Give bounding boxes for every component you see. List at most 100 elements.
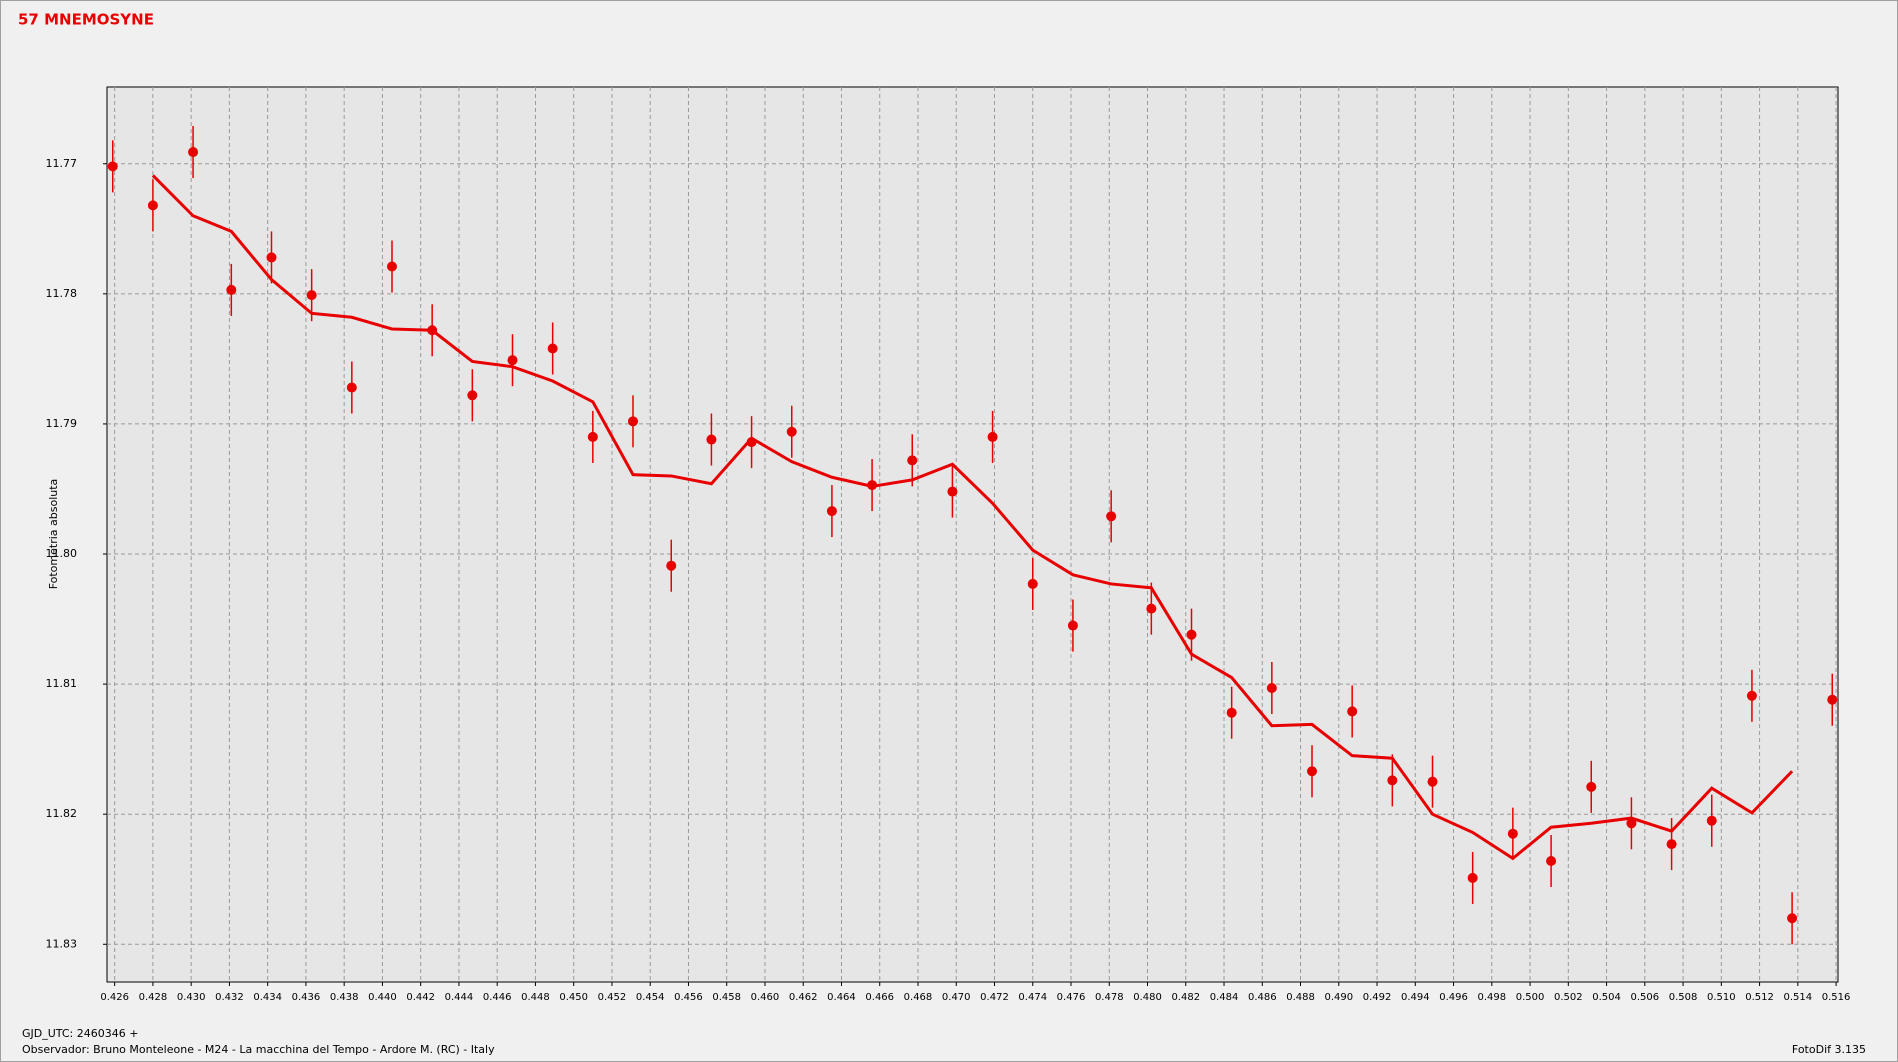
x-tick-label: 0.476 — [1057, 992, 1086, 1003]
data-point — [1706, 815, 1717, 826]
data-point — [1307, 766, 1318, 777]
data-point — [1586, 781, 1597, 792]
data-point — [188, 147, 199, 158]
x-tick-label: 0.494 — [1401, 992, 1430, 1003]
x-tick-label: 0.502 — [1554, 992, 1583, 1003]
x-tick-label: 0.430 — [177, 992, 206, 1003]
x-tick-label: 0.478 — [1095, 992, 1124, 1003]
data-point — [1106, 511, 1117, 522]
data-point — [386, 261, 397, 272]
data-point — [1626, 818, 1637, 829]
x-tick-label: 0.438 — [330, 992, 359, 1003]
x-tick-label: 0.436 — [292, 992, 321, 1003]
data-point — [1507, 828, 1518, 839]
x-tick-label: 0.482 — [1171, 992, 1200, 1003]
chart-title: 57 MNEMOSYNE — [18, 11, 154, 29]
x-tick-label: 0.470 — [942, 992, 971, 1003]
x-tick-label: 0.464 — [827, 992, 856, 1003]
data-point — [306, 290, 317, 301]
x-tick-label: 0.504 — [1592, 992, 1621, 1003]
x-tick-label: 0.462 — [789, 992, 818, 1003]
data-point — [1146, 603, 1157, 614]
x-tick-label: 0.492 — [1363, 992, 1392, 1003]
x-tick-label: 0.442 — [406, 992, 435, 1003]
x-tick-label: 0.496 — [1439, 992, 1468, 1003]
data-point — [587, 431, 598, 442]
data-point — [346, 382, 357, 393]
data-point — [226, 284, 237, 295]
x-tick-label: 0.516 — [1822, 992, 1851, 1003]
x-tick-label: 0.460 — [751, 992, 780, 1003]
y-tick-label: 11.80 — [46, 547, 78, 560]
x-tick-label: 0.452 — [598, 992, 627, 1003]
x-tick-label: 0.446 — [483, 992, 512, 1003]
x-tick-label: 0.486 — [1248, 992, 1277, 1003]
data-point — [907, 455, 918, 466]
y-tick-label: 11.77 — [46, 157, 78, 170]
y-tick-label: 11.83 — [46, 937, 78, 950]
x-tick-label: 0.444 — [445, 992, 474, 1003]
x-tick-label: 0.500 — [1516, 992, 1545, 1003]
data-point — [947, 486, 958, 497]
y-axis-label: Fotometria absoluta — [47, 479, 60, 590]
data-point — [1427, 776, 1438, 787]
x-tick-label: 0.428 — [139, 992, 168, 1003]
trend-line — [151, 174, 1794, 861]
x-axis-label: GJD_UTC: 2460346 + — [22, 1027, 138, 1040]
data-point — [1186, 629, 1197, 640]
data-point — [1746, 690, 1757, 701]
x-tick-label: 0.510 — [1707, 992, 1736, 1003]
x-tick-label: 0.508 — [1669, 992, 1698, 1003]
data-point — [1546, 856, 1557, 867]
x-tick-label: 0.468 — [904, 992, 933, 1003]
data-point — [826, 506, 837, 517]
data-point — [147, 200, 158, 211]
data-point — [1666, 839, 1677, 850]
data-point — [627, 416, 638, 427]
x-tick-label: 0.488 — [1286, 992, 1315, 1003]
x-tick-label: 0.484 — [1210, 992, 1239, 1003]
x-tick-label: 0.432 — [215, 992, 244, 1003]
data-point — [1067, 620, 1078, 631]
data-point — [1787, 913, 1798, 924]
data-point — [1226, 707, 1237, 718]
plot-area — [106, 86, 1839, 983]
x-tick-label: 0.450 — [559, 992, 588, 1003]
data-point — [1467, 872, 1478, 883]
x-tick-label: 0.456 — [674, 992, 703, 1003]
x-tick-label: 0.426 — [100, 992, 129, 1003]
x-tick-label: 0.498 — [1477, 992, 1506, 1003]
observer: Observador: Bruno Monteleone - M24 - La … — [22, 1043, 495, 1056]
data-point — [987, 431, 998, 442]
x-tick-label: 0.512 — [1745, 992, 1774, 1003]
x-tick-label: 0.506 — [1630, 992, 1659, 1003]
x-tick-label: 0.434 — [253, 992, 282, 1003]
data-point — [266, 252, 277, 263]
x-tick-label: 0.474 — [1018, 992, 1047, 1003]
data-point — [1387, 775, 1398, 786]
x-tick-label: 0.440 — [368, 992, 397, 1003]
data-point — [1027, 578, 1038, 589]
data-point — [1347, 706, 1358, 717]
y-tick-label: 11.81 — [46, 677, 78, 690]
x-tick-label: 0.466 — [865, 992, 894, 1003]
x-tick-label: 0.458 — [712, 992, 741, 1003]
data-point — [786, 426, 797, 437]
x-tick-label: 0.480 — [1133, 992, 1162, 1003]
data-point — [507, 355, 518, 366]
y-tick-label: 11.82 — [46, 807, 78, 820]
x-tick-label: 0.514 — [1784, 992, 1813, 1003]
data-point — [666, 560, 677, 571]
x-tick-label: 0.454 — [636, 992, 665, 1003]
data-point — [107, 161, 118, 172]
data-point — [1266, 683, 1277, 694]
x-tick-label: 0.472 — [980, 992, 1009, 1003]
data-point — [706, 434, 717, 445]
x-tick-label: 0.490 — [1324, 992, 1353, 1003]
software: FotoDif 3.135 — [1792, 1043, 1866, 1056]
data-point — [547, 343, 558, 354]
y-tick-label: 11.78 — [46, 287, 78, 300]
data-point — [1827, 694, 1838, 705]
data-point — [467, 390, 478, 401]
